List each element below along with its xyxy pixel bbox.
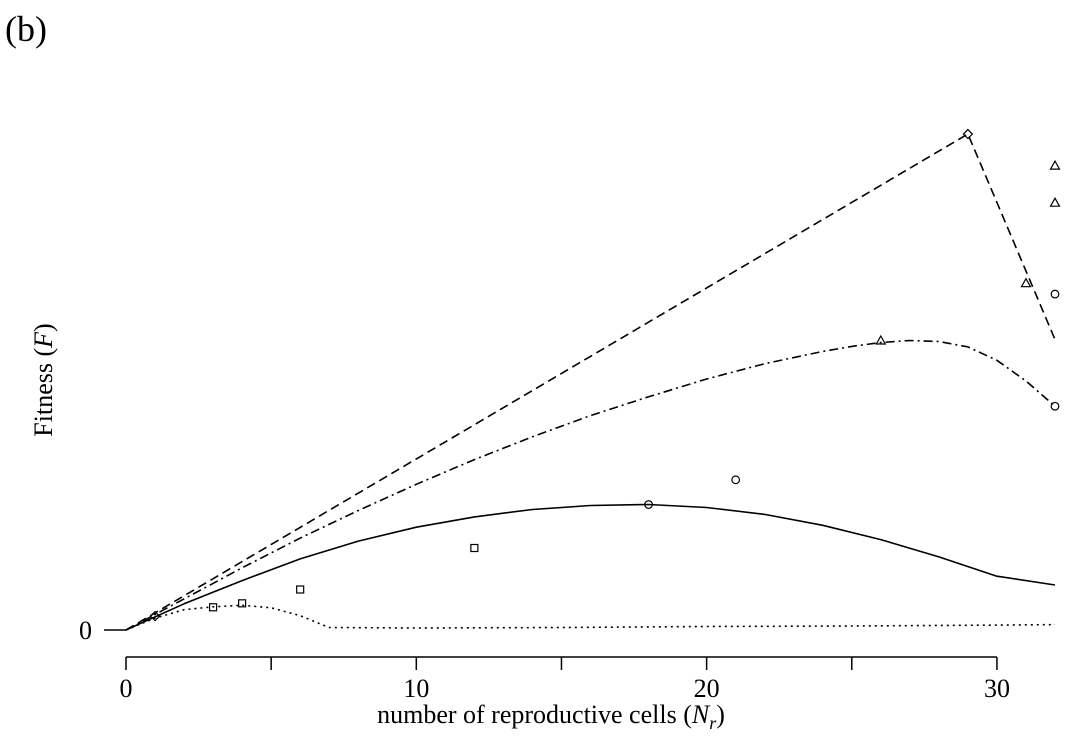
series-line-dotted — [125, 604, 1056, 631]
marker-diamond — [962, 128, 974, 140]
x-axis-title: number of reproductive cells (Nr) — [377, 700, 725, 733]
x-tick-label-10: 10 — [403, 674, 429, 703]
series-lines — [125, 133, 1056, 631]
marker-circle — [644, 500, 653, 509]
x-tick-label-20: 20 — [694, 674, 720, 703]
x-tick-label-0: 0 — [120, 674, 133, 703]
marker-triangle — [1049, 159, 1061, 170]
marker-circle — [1050, 289, 1060, 299]
series-line-dashdot — [125, 339, 1056, 631]
marker-circle — [731, 475, 741, 485]
x-tick-label-30: 30 — [984, 674, 1010, 703]
series-line-solid — [125, 503, 1056, 631]
series-line-dashed — [125, 133, 1056, 631]
marker-circle — [1050, 401, 1060, 411]
axes: 0 10 20 30 0 — [79, 616, 1010, 703]
panel-label: (b) — [5, 9, 47, 49]
marker-triangle — [1020, 277, 1032, 288]
marker-square — [238, 599, 247, 608]
marker-square — [296, 585, 305, 594]
marker-diamond — [149, 610, 161, 622]
marker-triangle — [875, 334, 887, 345]
data-markers — [149, 128, 1061, 622]
y-axis-title: Fitness (F) — [29, 323, 58, 436]
marker-square — [470, 543, 479, 553]
marker-triangle — [1049, 196, 1061, 207]
y-tick-label-0: 0 — [79, 616, 92, 645]
marker-square — [208, 603, 218, 612]
